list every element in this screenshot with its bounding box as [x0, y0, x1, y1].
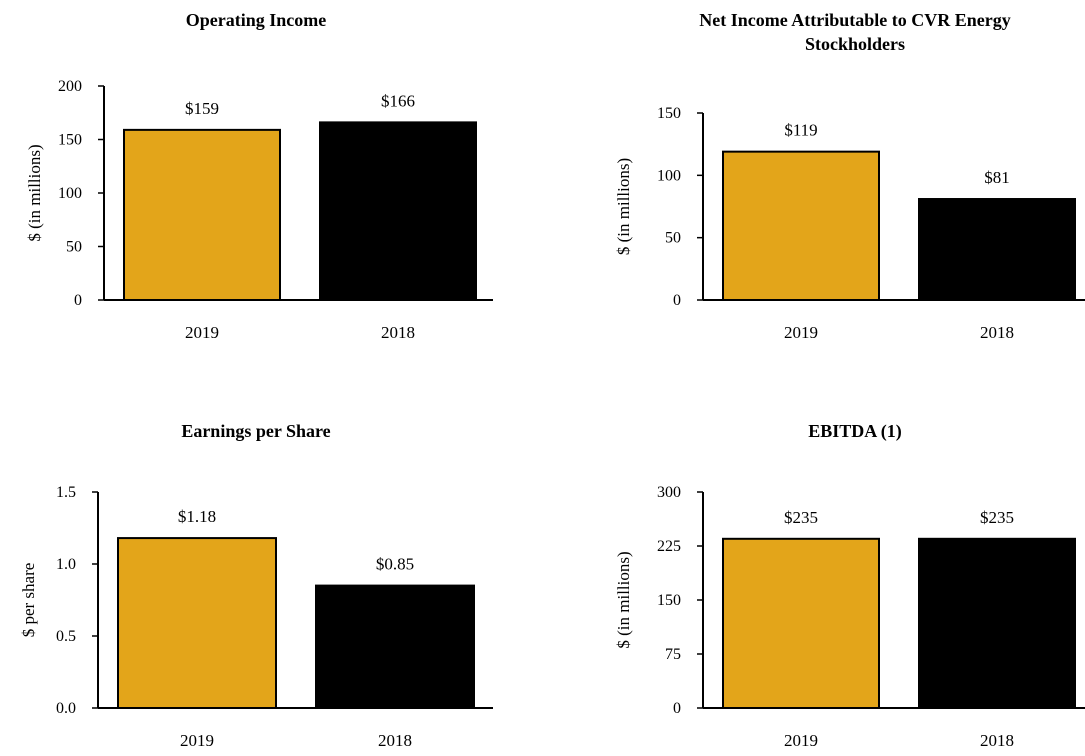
y-tick-label: 0 — [673, 292, 681, 309]
y-tick-label: 0 — [74, 292, 82, 309]
data-label: $81 — [984, 168, 1010, 187]
y-tick-label: 50 — [66, 239, 82, 256]
chart-title: EBITDA (1) — [808, 421, 902, 442]
y-tick-label: 150 — [657, 592, 681, 609]
y-tick-label: 225 — [657, 538, 681, 555]
y-axis-label: $ (in millions) — [25, 144, 44, 241]
bar-2019 — [722, 537, 880, 709]
x-category-label: 2018 — [980, 731, 1014, 750]
y-axis-label: $ (in millions) — [614, 551, 633, 648]
y-tick-label: 0 — [673, 700, 681, 717]
y-tick-label: 0.5 — [56, 628, 76, 645]
x-category-label: 2018 — [980, 323, 1014, 342]
data-label: $119 — [784, 121, 817, 140]
y-tick-label: 150 — [58, 132, 82, 149]
y-tick-label: 100 — [58, 185, 82, 202]
x-category-label: 2018 — [381, 323, 415, 342]
y-tick-label: 300 — [657, 484, 681, 501]
bar-2018 — [918, 537, 1076, 709]
x-category-label: 2019 — [784, 731, 818, 750]
y-tick-label: 200 — [58, 78, 82, 95]
bar-2019 — [722, 150, 880, 301]
chart-title: Earnings per Share — [181, 421, 330, 441]
x-category-label: 2019 — [784, 323, 818, 342]
y-axis-label: $ (in millions) — [614, 158, 633, 255]
y-tick-label: 0.0 — [56, 700, 76, 717]
data-label: $1.18 — [178, 507, 216, 526]
bar-2018 — [918, 198, 1076, 302]
x-category-label: 2019 — [180, 731, 214, 750]
data-label: $235 — [784, 508, 818, 527]
data-label: $166 — [381, 91, 415, 110]
data-label: $235 — [980, 508, 1014, 527]
data-label: $0.85 — [376, 555, 414, 574]
y-tick-label: 1.5 — [56, 484, 76, 501]
y-tick-label: 100 — [657, 167, 681, 184]
y-tick-label: 1.0 — [56, 556, 76, 573]
bar-2018 — [319, 121, 477, 301]
x-category-label: 2018 — [378, 731, 412, 750]
y-axis-label: $ per share — [19, 563, 38, 638]
chart-title: Operating Income — [186, 10, 326, 30]
y-tick-label: 150 — [657, 105, 681, 122]
data-label: $159 — [185, 99, 219, 118]
x-category-label: 2019 — [185, 323, 219, 342]
bar-2019 — [117, 537, 277, 710]
chart-title: Stockholders — [805, 34, 905, 54]
y-tick-label: 75 — [665, 646, 681, 663]
y-tick-label: 50 — [665, 230, 681, 247]
bar-2018 — [315, 584, 475, 709]
bar-2019 — [123, 128, 281, 301]
chart-title: Net Income Attributable to CVR Energy — [699, 10, 1010, 30]
